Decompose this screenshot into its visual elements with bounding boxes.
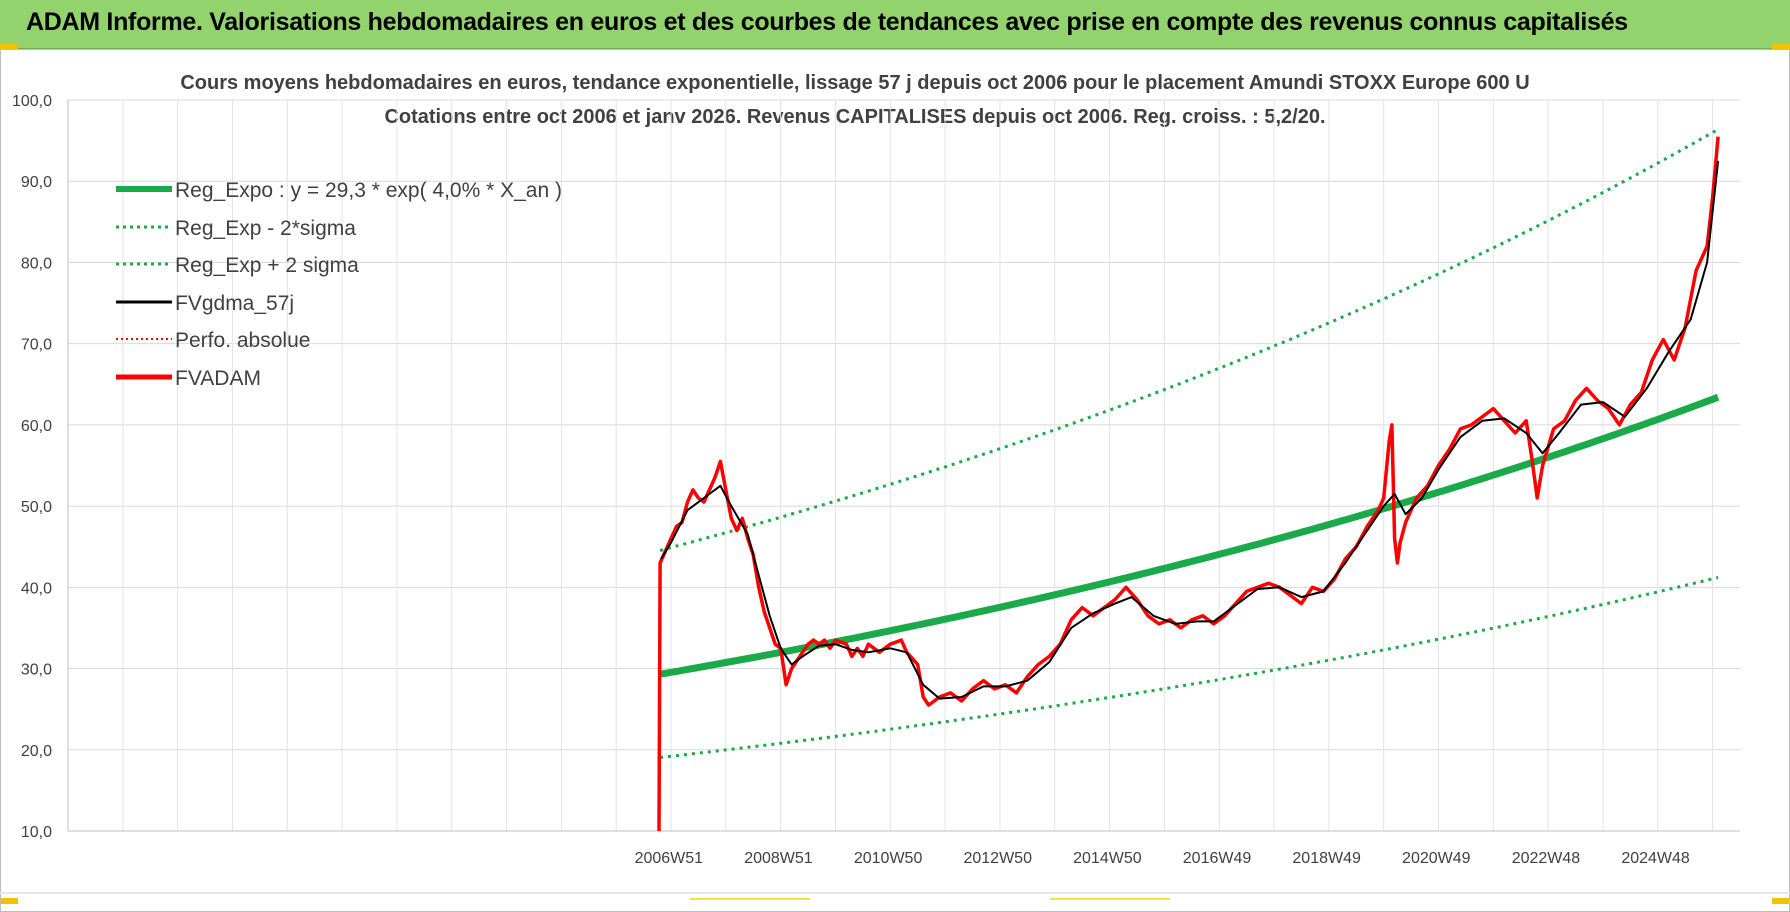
y-tick-label: 70,0 — [21, 337, 52, 354]
x-tick-label: 2012W50 — [963, 850, 1032, 867]
corner-marker — [0, 44, 18, 50]
header-banner: ADAM Informe. Valorisations hebdomadaire… — [0, 0, 1790, 49]
x-tick-label: 2024W48 — [1621, 850, 1690, 867]
x-tick-label: 2020W49 — [1402, 850, 1471, 867]
plot-area — [657, 128, 1720, 832]
x-tick-label: 2018W49 — [1292, 850, 1361, 867]
y-tick-label: 20,0 — [21, 743, 52, 760]
y-axis: 10,0 20,0 30,0 40,0 50,0 60,0 70,0 80,0 90,0 100,… — [12, 93, 52, 841]
corner-marker — [1772, 44, 1790, 50]
y-tick-label: 50,0 — [21, 499, 52, 516]
divider — [1050, 898, 1170, 900]
y-tick-label: 40,0 — [21, 580, 52, 597]
series-reg-plus-2-sigma — [659, 128, 1719, 552]
x-axis: 2006W51 2008W51 2010W50 2012W50 2014W50 2016W… — [635, 850, 1690, 867]
x-tick-label: 2008W51 — [744, 850, 813, 867]
series-fvgdma-57j — [660, 160, 1720, 700]
divider — [0, 892, 1790, 894]
x-tick-label: 2014W50 — [1073, 850, 1142, 867]
x-tick-label: 2022W48 — [1512, 850, 1581, 867]
y-tick-label: 100,0 — [12, 93, 52, 110]
y-tick-label: 30,0 — [21, 662, 52, 679]
series-reg-minus-2-sigma — [659, 576, 1719, 759]
series-reg-expo — [659, 393, 1720, 678]
y-tick-label: 90,0 — [21, 174, 52, 191]
x-tick-label: 2016W49 — [1183, 850, 1252, 867]
grid — [67, 99, 1740, 832]
x-tick-label: 2006W51 — [635, 850, 704, 867]
chart-subtitle: Cotations entre oct 2006 et janv 2026. R… — [384, 106, 1326, 128]
chart-title: Cours moyens hebdomadaires en euros, ten… — [180, 72, 1530, 94]
y-tick-label: 10,0 — [21, 824, 52, 841]
corner-marker — [0, 898, 18, 904]
y-tick-label: 80,0 — [21, 255, 52, 272]
x-tick-label: 2010W50 — [854, 850, 923, 867]
page-title: ADAM Informe. Valorisations hebdomadaire… — [26, 8, 1628, 36]
y-tick-label: 60,0 — [21, 418, 52, 435]
series-fvadam — [657, 136, 1720, 832]
divider — [690, 898, 810, 900]
corner-marker — [1772, 898, 1790, 904]
